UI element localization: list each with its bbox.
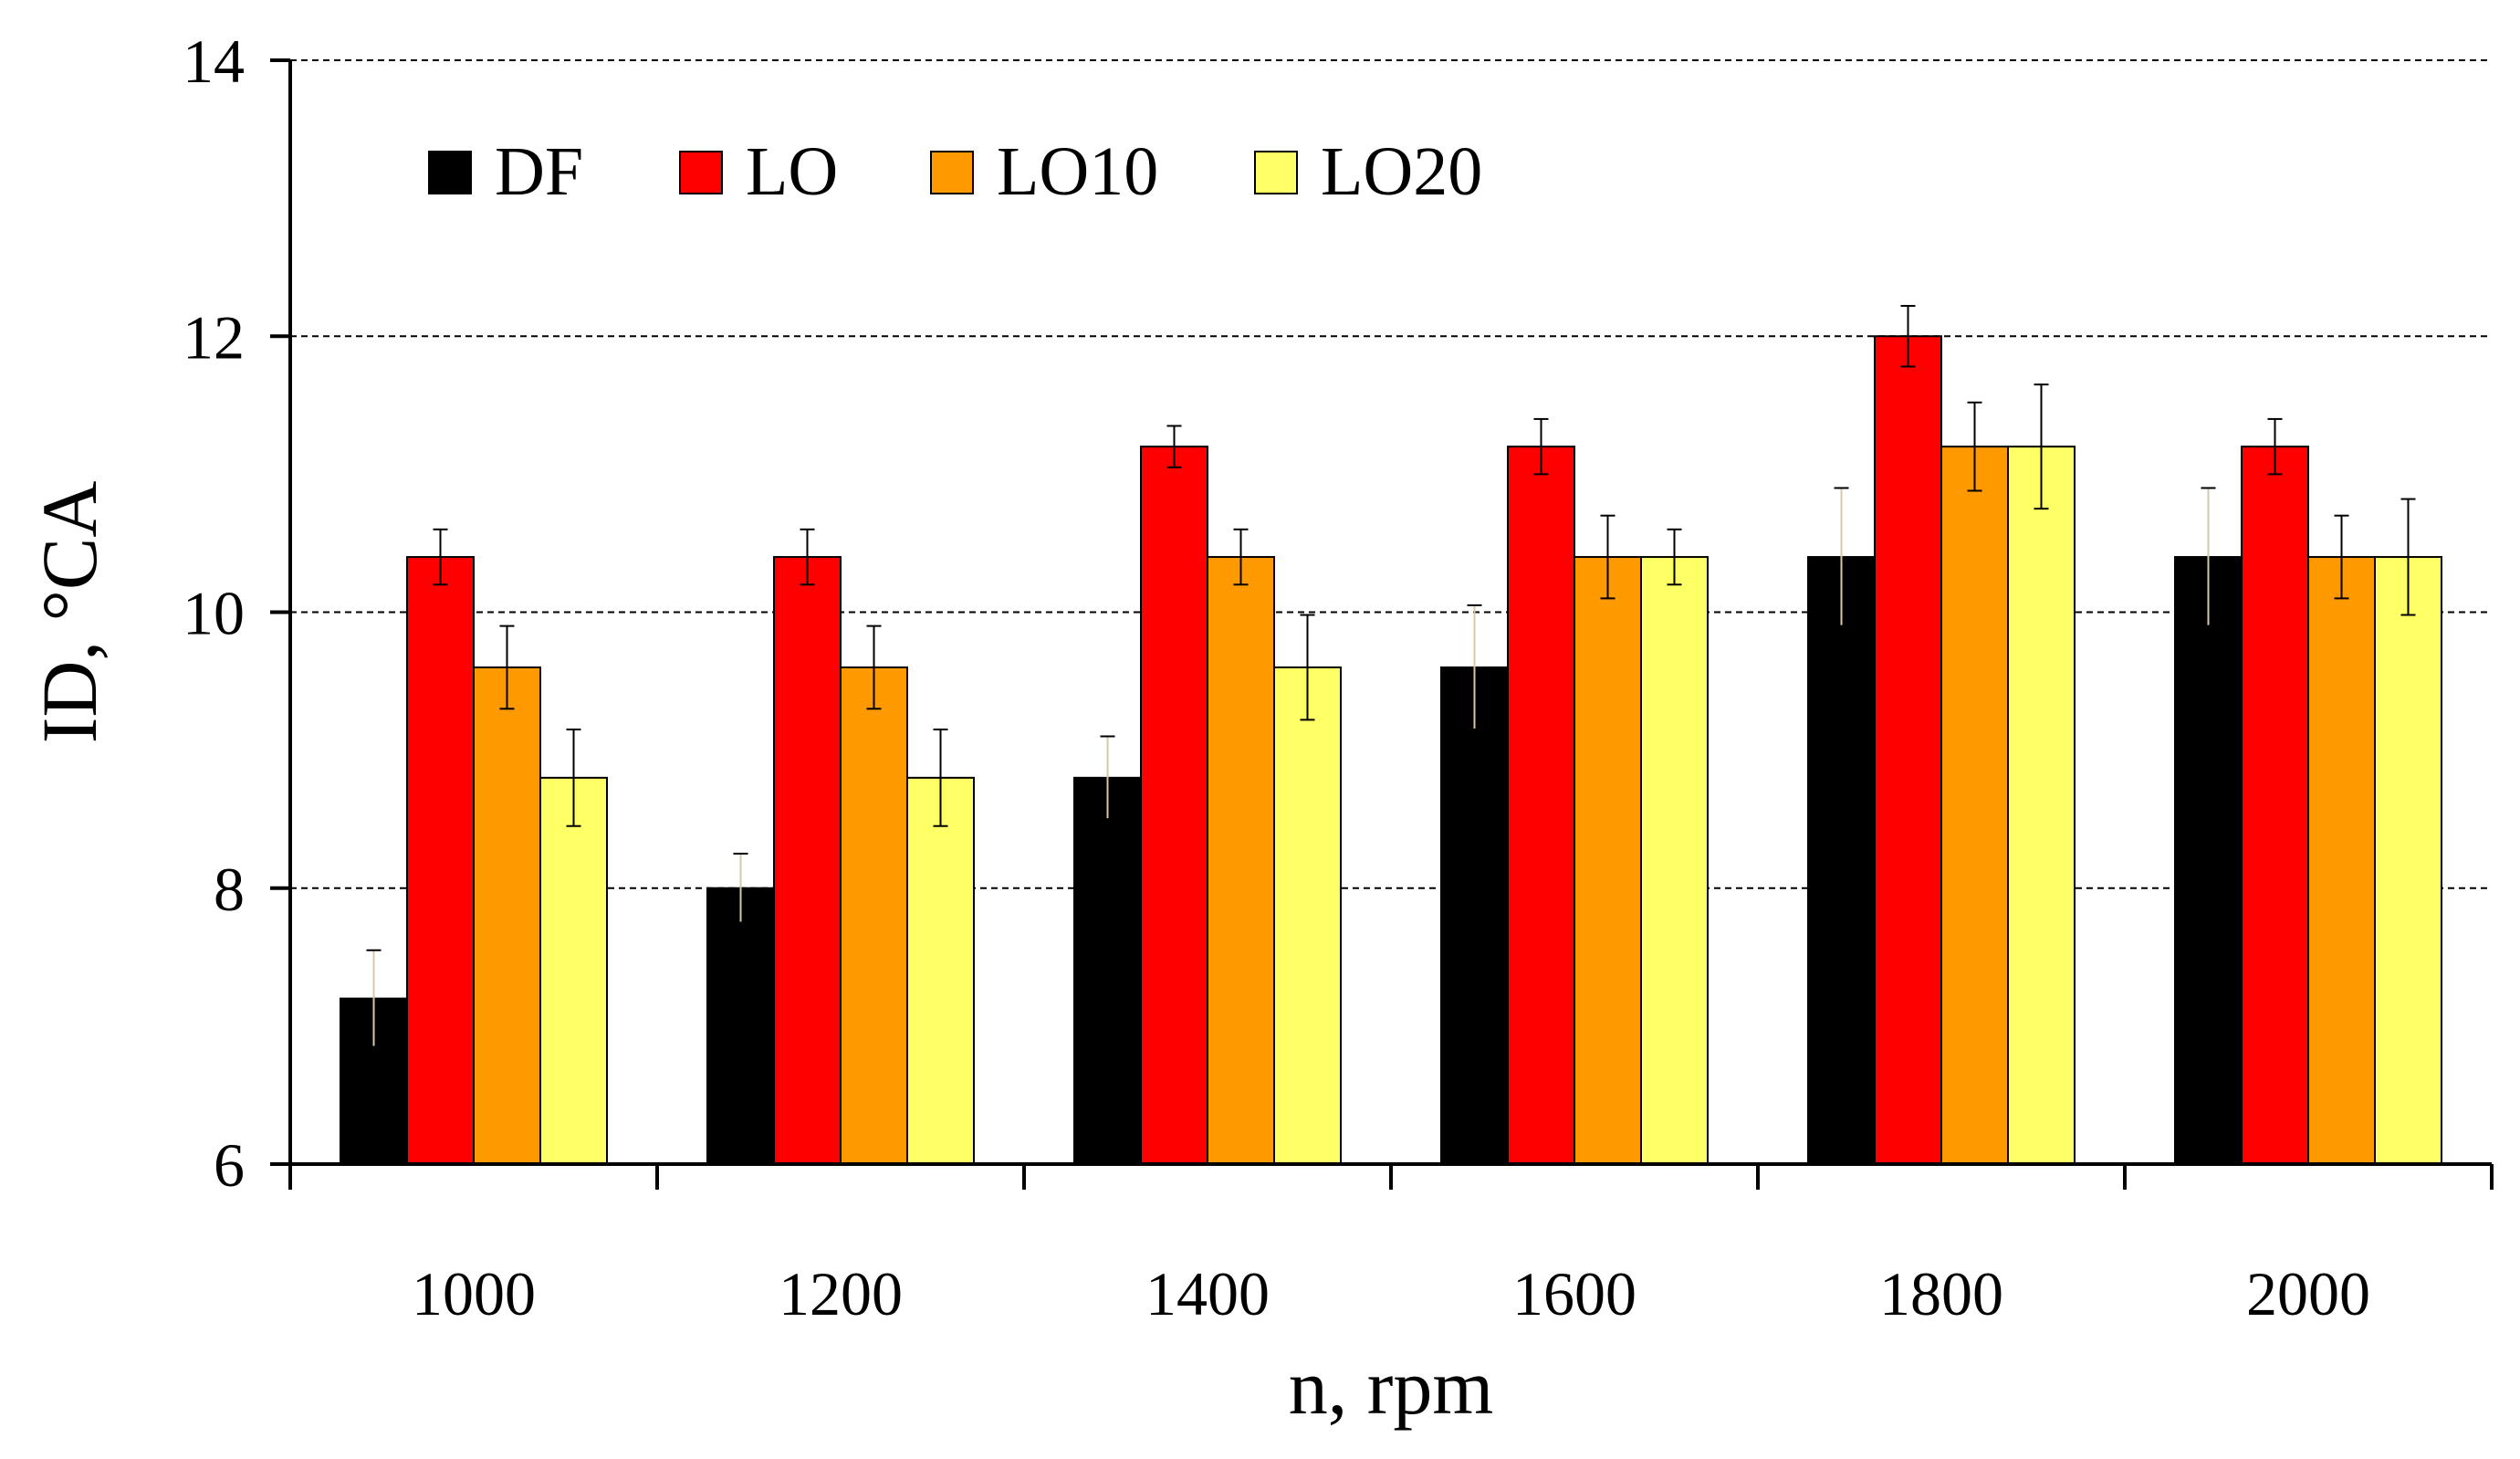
legend-item-lo: LO	[679, 133, 838, 210]
error-bar	[2400, 498, 2416, 616]
legend-swatch	[679, 151, 723, 194]
error-bar	[433, 528, 448, 586]
y-tick-label: 6	[214, 1130, 245, 1200]
legend-label: LO	[746, 133, 838, 210]
bar-df-2000	[2174, 556, 2243, 1165]
bar-lo-1600	[1507, 446, 1575, 1165]
error-bar	[2201, 487, 2216, 627]
bar-df-1400	[1073, 776, 1142, 1165]
error-bar	[933, 728, 948, 827]
error-bar	[866, 625, 882, 710]
error-bar	[1667, 528, 1682, 586]
x-tick-label: 2000	[2246, 1259, 2370, 1328]
bar-lo20-1400	[1273, 666, 1342, 1165]
error-bar	[733, 852, 748, 924]
error-bar	[1166, 425, 1182, 468]
bar-lo-1000	[406, 556, 475, 1165]
bar-lo10-1200	[840, 666, 908, 1165]
error-bar	[1300, 614, 1315, 721]
x-tick-label: 1400	[1145, 1259, 1270, 1328]
y-axis-title: ID, °CA	[26, 481, 113, 744]
bar-lo-1200	[773, 556, 842, 1165]
bars	[340, 335, 2442, 1166]
error-bar	[366, 949, 382, 1048]
error-bar	[1467, 604, 1482, 730]
y-tick-label: 10	[183, 579, 245, 648]
bar-lo10-2000	[2307, 556, 2376, 1165]
legend-item-lo10: LO10	[930, 133, 1158, 210]
legend: DF LO LO10 LO20	[428, 133, 1482, 210]
bar-lo-1400	[1140, 446, 1208, 1165]
bar-lo-2000	[2241, 446, 2309, 1165]
error-bar	[2267, 417, 2283, 476]
bar-df-1200	[706, 887, 775, 1165]
bar-lo20-1600	[1640, 556, 1709, 1165]
legend-swatch	[428, 151, 472, 194]
legend-swatch	[930, 151, 974, 194]
bar-lo10-1800	[1940, 446, 2009, 1165]
error-bar	[1834, 487, 1849, 627]
error-bar	[566, 728, 581, 827]
legend-label: LO10	[997, 133, 1158, 210]
error-bars	[366, 305, 2416, 1048]
x-tick-label: 1200	[779, 1259, 903, 1328]
legend-swatch	[1254, 151, 1298, 194]
bar-df-1600	[1440, 666, 1509, 1165]
bar-lo10-1000	[473, 666, 541, 1165]
y-ticks: 6 8 10 12 14	[183, 26, 290, 1200]
legend-item-lo20: LO20	[1254, 133, 1482, 210]
bar-lo10-1600	[1574, 556, 1642, 1165]
error-bar	[2334, 514, 2349, 600]
bar-lo10-1400	[1207, 556, 1275, 1165]
x-tick-label: 1800	[1879, 1259, 2003, 1328]
y-tick-label: 12	[183, 302, 245, 372]
bar-lo20-1800	[2007, 446, 2076, 1165]
legend-label: DF	[495, 133, 583, 210]
x-tick-label: 1600	[1512, 1259, 1636, 1328]
y-tick-label: 8	[214, 855, 245, 924]
error-bar	[1600, 514, 1616, 600]
bar-lo20-1000	[539, 776, 608, 1165]
legend-item-df: DF	[428, 133, 583, 210]
x-axis-title: n, rpm	[1289, 1343, 1494, 1431]
error-bar	[1100, 735, 1115, 821]
error-bar	[1900, 305, 1916, 368]
error-bar	[1533, 417, 1549, 476]
error-bar	[800, 528, 815, 586]
x-tick-label: 1000	[412, 1259, 536, 1328]
legend-label: LO20	[1321, 133, 1482, 210]
error-bar	[1233, 528, 1249, 586]
x-ticks: 1000 1200 1400 1600 1800 2000	[288, 1164, 2494, 1328]
error-bar	[2034, 383, 2049, 510]
y-tick-label: 14	[183, 26, 245, 96]
bar-lo20-1200	[906, 776, 975, 1165]
error-bar	[499, 625, 515, 710]
bar-lo-1800	[1874, 335, 1942, 1165]
bar-lo20-2000	[2374, 556, 2442, 1165]
bar-df-1800	[1807, 556, 1876, 1165]
error-bar	[1967, 401, 1982, 492]
gridlines	[290, 59, 2492, 889]
